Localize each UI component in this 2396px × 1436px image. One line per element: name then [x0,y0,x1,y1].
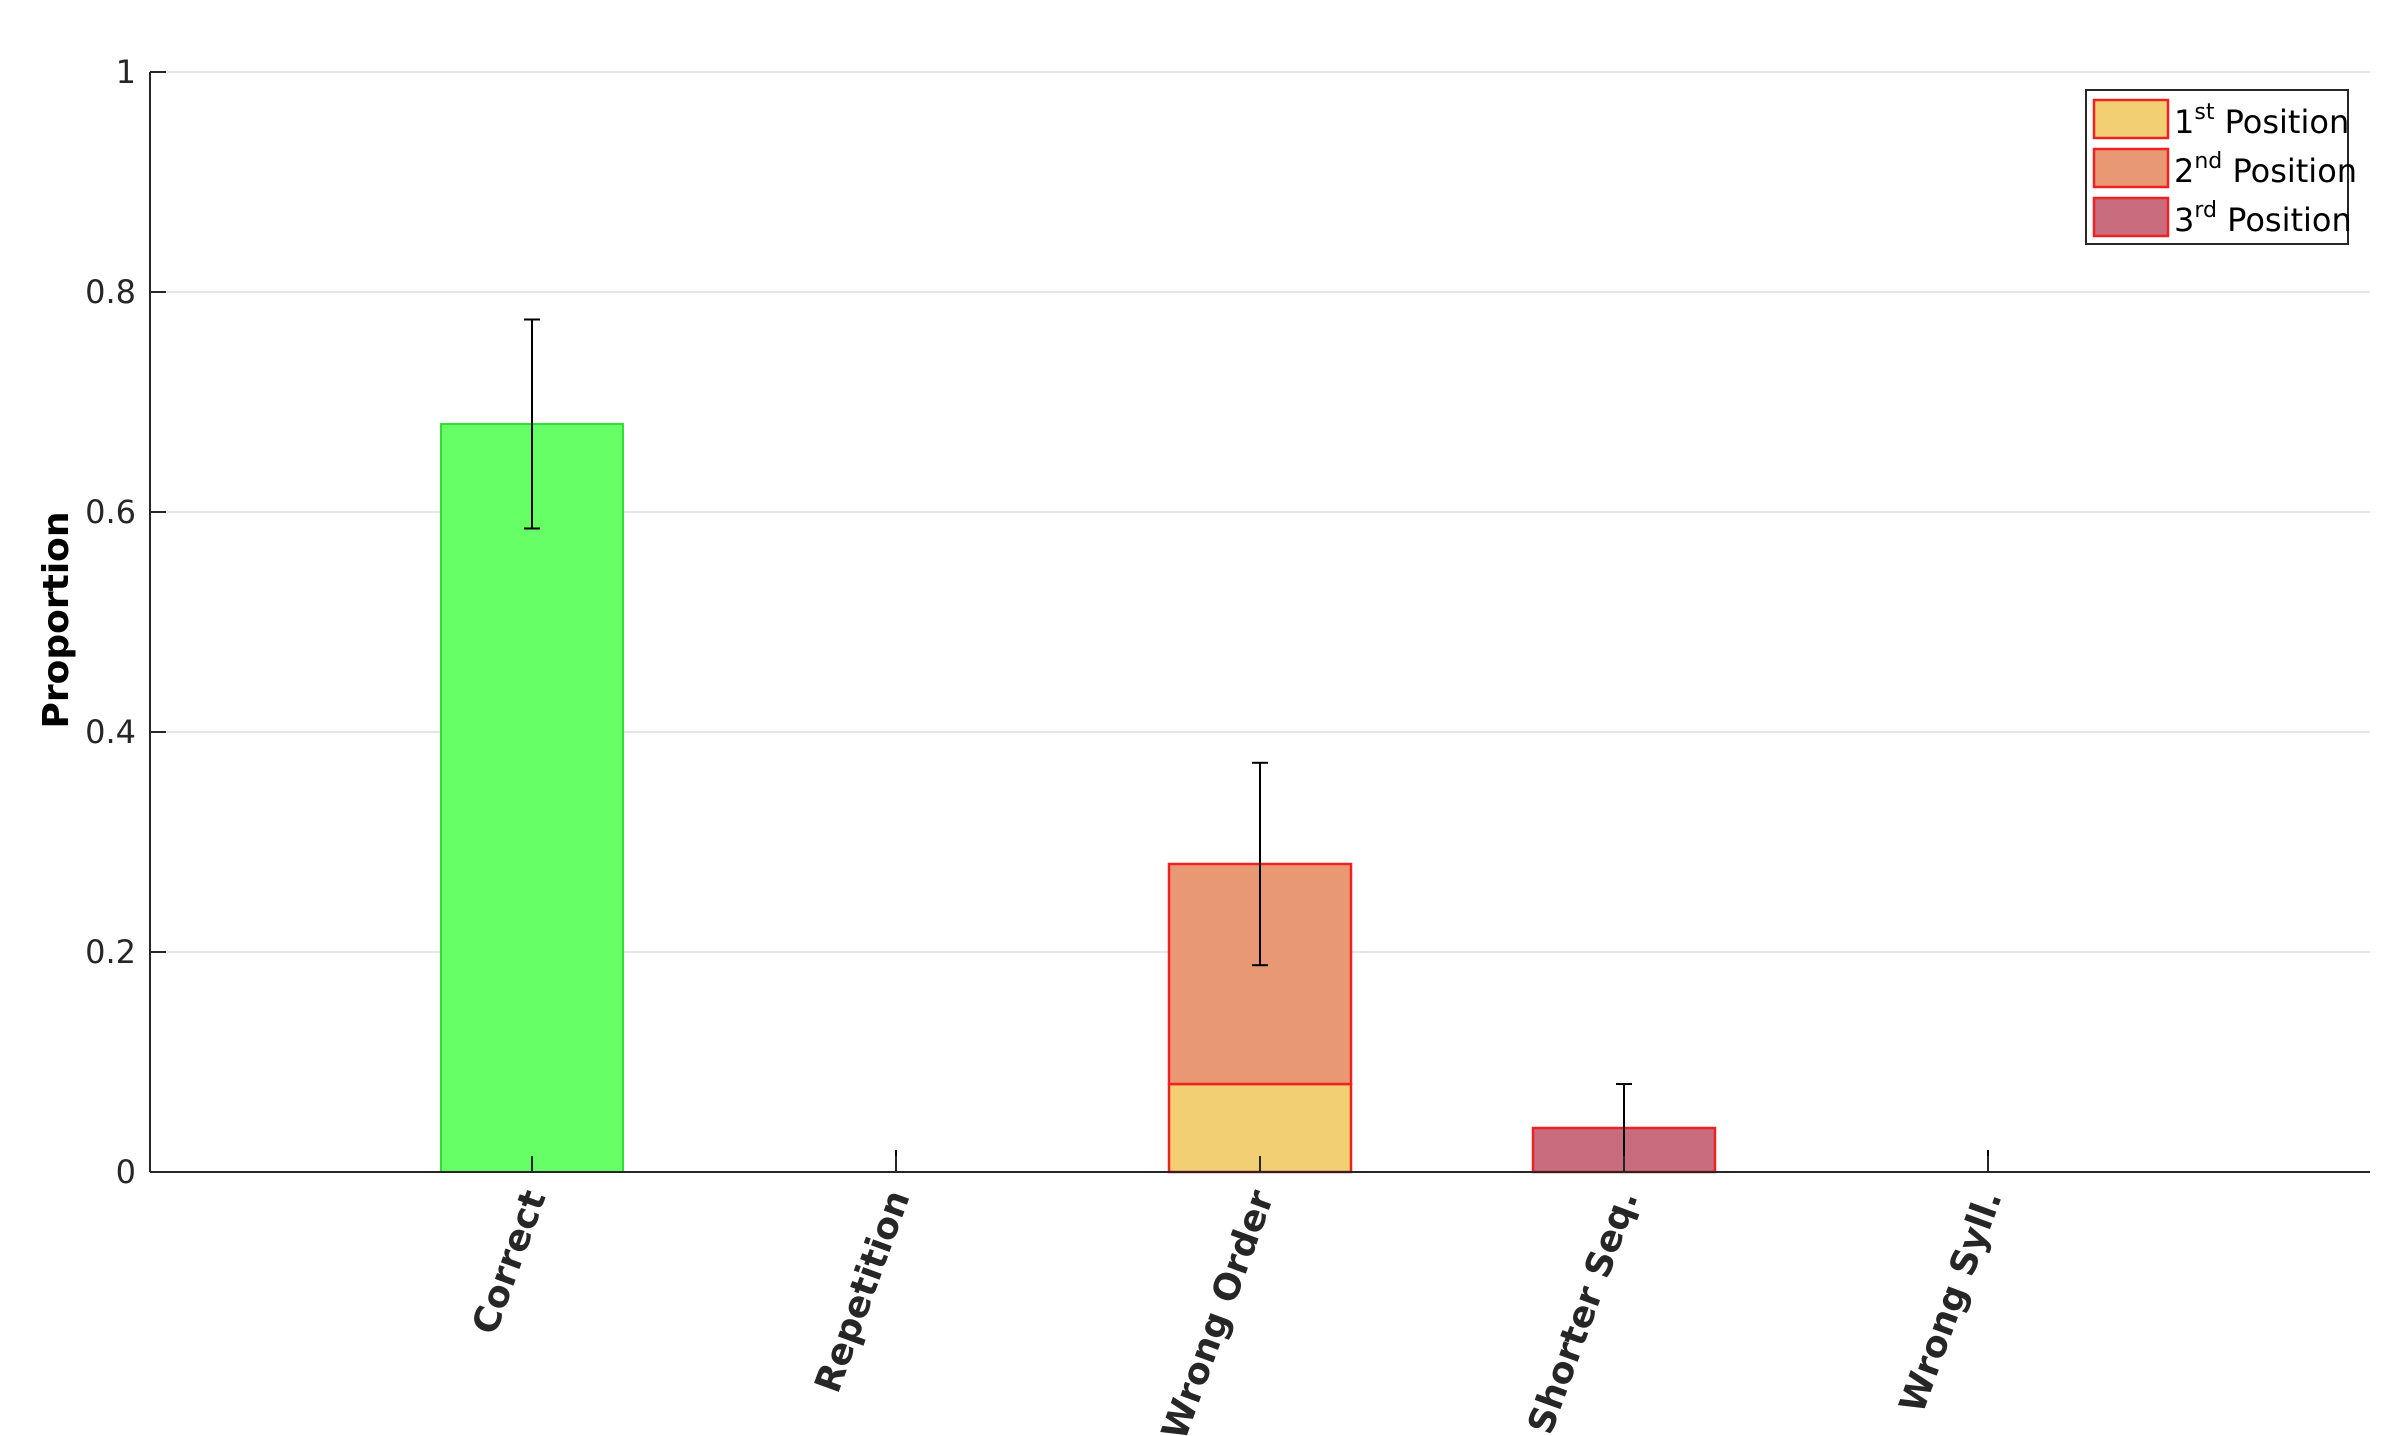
y-tick-label: 0.2 [85,933,136,971]
legend-entry: 2nd Position [2092,147,2357,190]
x-tick-labels: Correct Repetition Wrong Order Shorter Seq.… [465,1185,2011,1436]
axes [149,71,2370,1173]
y-tick-label: 0.8 [85,273,136,311]
legend-label: 1st Position [2174,100,2349,141]
legend-label: 2nd Position [2174,149,2357,190]
x-tick-label: Wrong Order [1154,1185,1282,1436]
legend-entry: 3rd Position [2092,196,2352,239]
legend-swatch [2092,98,2170,140]
legend-label: 3rd Position [2174,198,2352,239]
legend-swatch [2092,196,2170,238]
y-axis-label: Proportion [36,511,77,728]
y-tick-labels: 0 0.2 0.4 0.6 0.8 1 [85,53,136,1191]
error-bar [524,318,540,530]
x-tick-label: Wrong Syll. [1892,1185,2010,1418]
y-tick-label: 0 [116,1153,136,1191]
x-tick-label: Shorter Seq. [1520,1185,1646,1436]
legend-swatch [2092,147,2170,189]
y-tick-label: 1 [116,53,136,91]
x-tick-label: Correct [465,1185,555,1340]
x-tick-label: Repetition [807,1185,918,1398]
legend: 1st Position 2nd Position 3rd Position [2085,89,2357,245]
y-tick-label: 0.4 [85,713,136,751]
error-bar [1252,761,1268,967]
legend-entry: 1st Position [2092,98,2349,141]
y-tick-label: 0.6 [85,493,136,531]
bar-correct [440,423,624,1173]
